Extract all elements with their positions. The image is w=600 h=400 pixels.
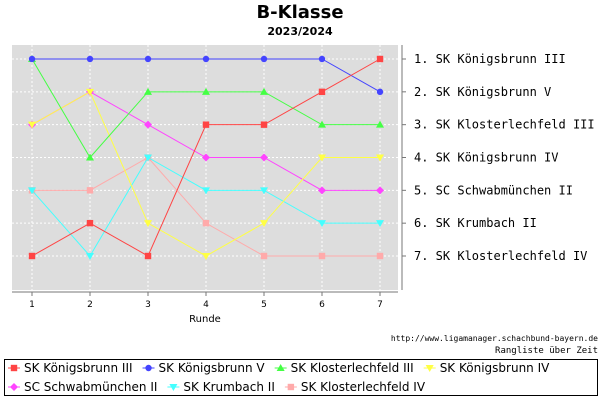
rank-label: 5. SC Schwabmünchen II: [414, 183, 573, 197]
legend-marker: [276, 364, 285, 371]
legend: SK Königsbrunn III SK Königsbrunn V SK Klo…: [8, 361, 550, 394]
series-sk-krumbach-ii: [28, 154, 384, 260]
data-point: [318, 154, 326, 162]
data-point: [86, 219, 94, 227]
plot-area: [12, 45, 398, 290]
caption-text: Rangliste über Zeit: [495, 346, 598, 356]
legend-item: SK Königsbrunn V: [142, 361, 266, 375]
data-point: [260, 220, 268, 228]
legend-item: SK Klosterlechfeld III: [274, 361, 414, 375]
x-tick-label: 1: [29, 300, 35, 310]
data-point: [376, 252, 384, 260]
data-point: [318, 252, 326, 260]
data-point: [144, 220, 152, 228]
data-point: [144, 120, 152, 129]
legend-item: SK Klosterlechfeld IV: [284, 380, 426, 394]
legend-item: SC Schwabmünchen II: [8, 380, 157, 394]
data-point: [376, 120, 384, 128]
data-point: [318, 220, 326, 228]
legend-item: SK Königsbrunn III: [8, 361, 133, 375]
x-axis-ticks: 1 2 3 4 5 6 7: [29, 292, 383, 310]
data-point: [28, 252, 36, 260]
legend-label: SK Klosterlechfeld III: [291, 361, 414, 375]
legend-label: SK Königsbrunn IV: [440, 361, 550, 375]
rank-label: 2. SK Königsbrunn V: [414, 85, 551, 99]
data-point: [144, 87, 152, 95]
legend-label: SC Schwabmünchen II: [24, 380, 157, 394]
data-point: [144, 252, 152, 260]
data-point: [202, 219, 210, 227]
data-point: [260, 121, 268, 128]
data-point: [86, 88, 94, 96]
data-point: [144, 154, 152, 162]
legend-item: SK Krumbach II: [167, 380, 275, 394]
data-point: [86, 187, 94, 194]
legend-item: SK Königsbrunn IV: [423, 361, 550, 375]
data-point: [318, 120, 326, 128]
data-point: [86, 253, 94, 260]
data-point: [28, 121, 36, 129]
legend-label: SK Königsbrunn III: [24, 361, 133, 375]
data-point: [376, 154, 384, 162]
data-point: [376, 220, 384, 228]
legend-label: SK Klosterlechfeld IV: [301, 380, 426, 394]
data-point: [260, 252, 268, 260]
data-point: [318, 186, 326, 195]
legend-marker: [10, 364, 18, 372]
data-point: [202, 87, 210, 95]
chart-title: B-Klasse: [256, 2, 343, 23]
data-point: [376, 55, 384, 63]
legend-marker: [287, 383, 295, 391]
rank-label: 6. SK Krumbach II: [414, 216, 537, 230]
x-tick-label: 7: [377, 300, 383, 310]
x-tick-label: 5: [261, 300, 267, 310]
series-sk-k-nigsbrunn-v: [28, 55, 384, 96]
legend-label: SK Krumbach II: [183, 380, 274, 394]
data-point: [376, 88, 384, 96]
x-tick-label: 6: [319, 300, 325, 310]
rank-label: 3. SK Klosterlechfeld III: [414, 118, 595, 132]
data-point: [86, 55, 94, 63]
data-point: [202, 187, 210, 195]
legend-marker: [10, 383, 18, 391]
data-point: [202, 153, 210, 162]
data-point: [144, 55, 152, 63]
data-point: [202, 121, 210, 128]
x-tick-label: 3: [145, 300, 151, 310]
data-point: [318, 55, 326, 63]
x-tick-label: 2: [87, 300, 93, 310]
legend-box: [4, 359, 598, 396]
rank-label: 7. SK Klosterlechfeld IV: [414, 249, 587, 263]
data-point: [202, 55, 210, 63]
legend-marker: [425, 365, 434, 372]
data-point: [260, 153, 268, 162]
legend-marker: [145, 364, 152, 372]
rank-label: 4. SK Königsbrunn IV: [414, 151, 559, 165]
chart-subtitle: 2023/2024: [267, 25, 333, 38]
rank-axis-labels: 1. SK Königsbrunn III 2. SK Königsbrunn V…: [402, 52, 595, 263]
series-sk-k-nigsbrunn-iii: [28, 55, 384, 260]
data-point: [318, 88, 326, 96]
data-point: [28, 55, 36, 63]
data-point: [202, 253, 210, 260]
data-point: [260, 55, 268, 63]
data-point: [260, 87, 268, 95]
source-text: http://www.ligamanager.schachbund-bayern…: [391, 334, 598, 343]
series-sk-k-nigsbrunn-iv: [28, 88, 384, 260]
series-layer: [28, 55, 384, 260]
rank-label: 1. SK Königsbrunn III: [414, 52, 566, 66]
data-point: [376, 186, 384, 195]
legend-marker: [169, 384, 178, 391]
data-point: [28, 187, 36, 195]
data-point: [86, 153, 94, 161]
x-axis-label: Runde: [189, 314, 221, 325]
legend-label: SK Königsbrunn V: [159, 361, 266, 375]
x-tick-label: 4: [203, 300, 209, 310]
data-point: [260, 187, 268, 195]
